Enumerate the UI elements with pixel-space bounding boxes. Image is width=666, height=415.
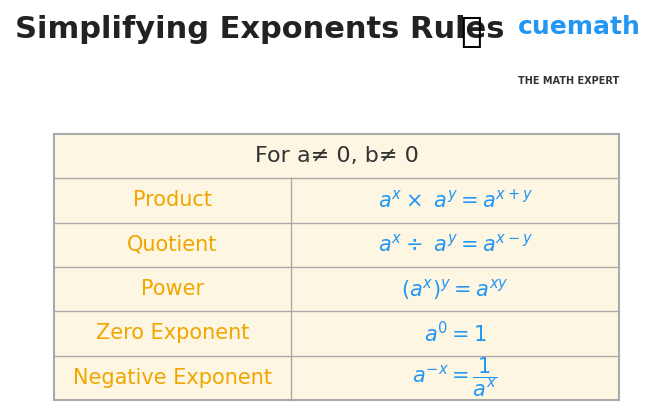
Text: Quotient: Quotient: [127, 235, 218, 255]
Text: Zero Exponent: Zero Exponent: [96, 323, 249, 343]
Text: cuemath: cuemath: [517, 15, 641, 39]
Text: $a^x \div \ a^y = a^{x-y}$: $a^x \div \ a^y = a^{x-y}$: [378, 234, 533, 256]
Text: Negative Exponent: Negative Exponent: [73, 368, 272, 388]
FancyBboxPatch shape: [54, 134, 619, 400]
Text: THE MATH EXPERT: THE MATH EXPERT: [517, 76, 619, 86]
Text: $a^0 = 1$: $a^0 = 1$: [424, 321, 487, 346]
Text: 🚀: 🚀: [460, 15, 482, 49]
Text: $(a^x)^y = a^{xy}$: $(a^x)^y = a^{xy}$: [402, 276, 509, 302]
Text: $a^{-x} = \dfrac{1}{a^x}$: $a^{-x} = \dfrac{1}{a^x}$: [412, 356, 498, 399]
Text: Power: Power: [141, 279, 204, 299]
Text: For a≠ 0, b≠ 0: For a≠ 0, b≠ 0: [254, 146, 418, 166]
Text: Product: Product: [133, 190, 212, 210]
Text: $a^x \times \ a^y = a^{x+y}$: $a^x \times \ a^y = a^{x+y}$: [378, 189, 533, 212]
Text: Simplifying Exponents Rules: Simplifying Exponents Rules: [15, 15, 505, 44]
